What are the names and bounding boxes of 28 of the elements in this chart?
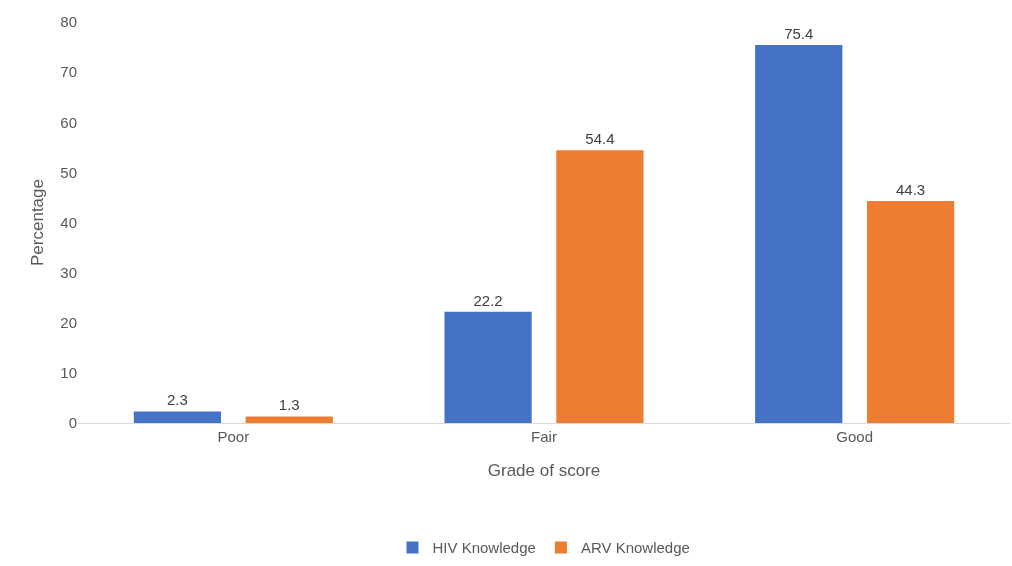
- x-tick-label: Good: [836, 428, 874, 445]
- x-axis-title: Grade of score: [487, 461, 601, 481]
- y-tick-label: 0: [68, 414, 77, 432]
- data-label: 2.3: [166, 391, 188, 409]
- y-tick-label: 80: [60, 13, 77, 31]
- legend-label: ARV Knowledge: [580, 539, 690, 557]
- y-tick-label: 50: [60, 163, 77, 181]
- y-tick-label: 10: [60, 364, 77, 382]
- bar: [556, 150, 644, 423]
- data-label: 54.4: [585, 130, 615, 148]
- bar: [866, 200, 955, 423]
- data-label: 1.3: [278, 396, 300, 414]
- data-label: 22.2: [473, 291, 503, 309]
- bar: [755, 45, 843, 423]
- data-label: 75.4: [784, 25, 814, 43]
- legend-label: HIV Knowledge: [432, 539, 536, 557]
- y-axis-title: Percentage: [27, 179, 47, 266]
- bar: [245, 416, 333, 423]
- x-tick-label: Fair: [531, 428, 557, 445]
- y-tick-label: 30: [60, 263, 77, 281]
- bar: [444, 311, 532, 423]
- bar: [133, 411, 222, 423]
- data-label: 44.3: [895, 180, 926, 198]
- y-tick-label: 70: [60, 63, 77, 81]
- y-tick-label: 60: [60, 113, 77, 131]
- y-tick-label: 40: [60, 213, 77, 231]
- y-tick-label: 20: [60, 314, 77, 331]
- x-tick-label: Poor: [217, 428, 250, 445]
